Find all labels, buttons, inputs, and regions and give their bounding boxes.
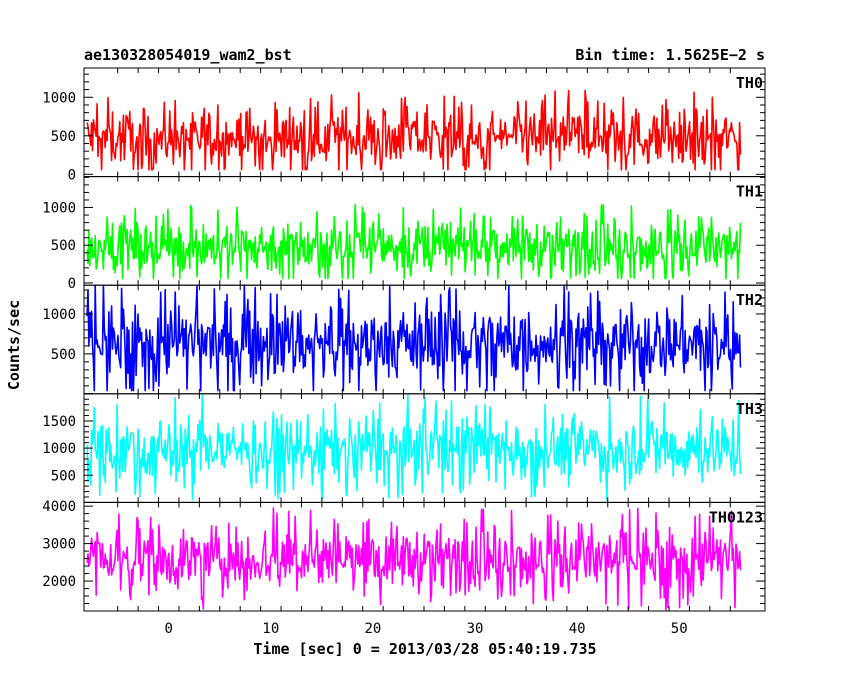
panel-label-th3: TH3 — [736, 400, 763, 418]
x-tick-label: 50 — [671, 621, 688, 637]
series-th0123 — [86, 507, 742, 611]
panel-th0: 0 500 1000 TH0 — [42, 67, 766, 183]
panel-th3: 500 1000 1500 TH3 — [42, 393, 766, 503]
panel-frame — [83, 501, 766, 612]
chart-panels: 0 500 1000 TH0 0 500 1000 TH1 500 1000 TH2 500 1000 1… — [42, 67, 766, 612]
series-th2 — [86, 284, 742, 392]
y-tick-label: 500 — [51, 347, 76, 363]
y-tick-label: 1500 — [42, 414, 76, 430]
y-tick-label: 3000 — [42, 537, 76, 553]
y-tick-label: 500 — [51, 468, 76, 484]
x-tick-label: 20 — [365, 621, 382, 637]
y-tick-label: 2000 — [42, 574, 76, 590]
series-th3 — [86, 393, 742, 501]
y-tick-label: 0 — [68, 276, 76, 292]
panel-label-th2: TH2 — [736, 291, 763, 309]
y-tick-label: 1000 — [42, 307, 76, 323]
bin-time-label: Bin time: 1.5625E−2 s — [575, 46, 765, 64]
panel-label-th0123: TH0123 — [709, 508, 763, 526]
y-tick-label: 1000 — [42, 441, 76, 457]
x-tick-label: 40 — [569, 621, 586, 637]
x-tick-label: 10 — [262, 621, 279, 637]
y-axis-label: Counts/sec — [5, 300, 23, 390]
observation-name: ae130328054019_wam2_bst — [84, 46, 292, 64]
x-tick-label: 0 — [165, 621, 173, 637]
y-tick-label: 4000 — [42, 499, 76, 515]
panel-th0123: 2000 3000 4000 TH0123 — [42, 499, 766, 612]
x-axis-label: Time [sec] 0 = 2013/03/28 05:40:19.735 — [253, 640, 596, 658]
y-tick-label: 1000 — [42, 201, 76, 217]
y-tick-label: 1000 — [42, 90, 76, 106]
x-axis: 0 10 20 30 40 50 — [165, 621, 688, 637]
y-tick-label: 0 — [68, 167, 76, 183]
panel-th2: 500 1000 TH2 — [42, 284, 766, 395]
panel-label-th0: TH0 — [736, 74, 763, 92]
x-tick-label: 30 — [467, 621, 484, 637]
series-th1 — [86, 203, 742, 280]
panel-label-th1: TH1 — [736, 183, 763, 201]
y-tick-label: 500 — [51, 129, 76, 145]
y-tick-label: 500 — [51, 238, 76, 254]
series-th0 — [86, 89, 742, 171]
panel-th1: 0 500 1000 TH1 — [42, 176, 766, 292]
